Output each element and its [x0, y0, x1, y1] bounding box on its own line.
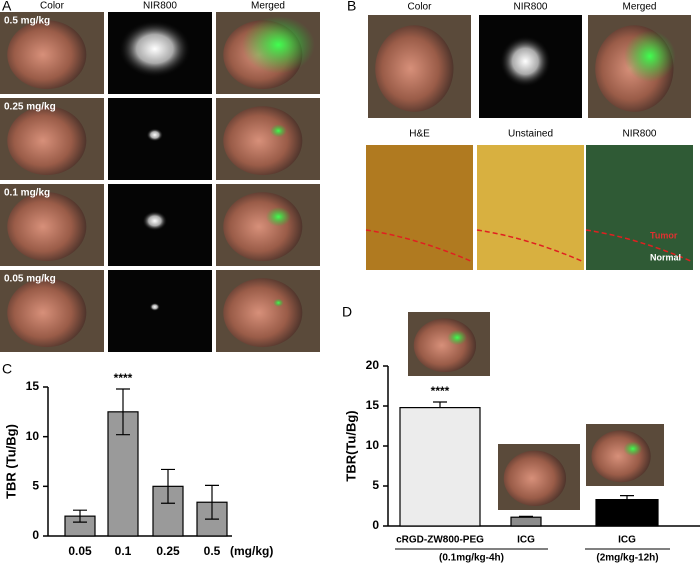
signal [146, 128, 164, 142]
signal [447, 329, 468, 346]
y-tick-label: 0 [32, 528, 39, 542]
tissue [7, 278, 87, 348]
error-bar [205, 484, 219, 520]
y-tick-label: 20 [366, 358, 380, 372]
tumor-border [365, 229, 474, 263]
bar [399, 407, 481, 527]
group-label: (0.1mg/kg-4h) [439, 553, 504, 564]
column-header: NIR800 [143, 1, 177, 12]
tissue [223, 278, 303, 348]
photo [477, 145, 584, 270]
annotation: Tumor [650, 230, 678, 240]
photo [366, 145, 473, 270]
tissue [223, 192, 303, 262]
tissue [375, 25, 454, 112]
panel-label: B [347, 0, 356, 14]
x-tick-label: ICG [618, 535, 636, 546]
column-header: NIR800 [514, 2, 548, 13]
signal [499, 35, 552, 88]
y-axis-label: TBR (Tu/Bg) [3, 424, 18, 499]
panel-label: A [2, 0, 12, 14]
tissue [503, 450, 567, 507]
signal [270, 124, 287, 138]
x-tick-label: 0.25 [156, 544, 180, 558]
y-tick-label: 5 [32, 479, 39, 493]
column-header: H&E [409, 129, 430, 140]
x-unit: (mg/kg) [230, 544, 273, 558]
x-tick-label: 0.5 [204, 544, 221, 558]
x-tick-label: 0.05 [68, 544, 92, 558]
signal [242, 16, 315, 74]
column-header: Merged [623, 2, 657, 13]
y-tick-label: 0 [372, 518, 379, 532]
bar [595, 499, 659, 527]
column-header: Color [408, 2, 433, 13]
significance: **** [431, 384, 450, 398]
panel-label: D [342, 304, 352, 320]
signal [142, 211, 168, 231]
error-bar [73, 509, 87, 523]
row-label: 0.25 mg/kg [4, 102, 56, 113]
x-tick-label: cRGD-ZW800-PEG [396, 535, 484, 546]
row-label: 0.05 mg/kg [4, 274, 56, 285]
column-header: Merged [251, 1, 285, 12]
tumor-border [585, 229, 694, 263]
signal [118, 20, 192, 78]
row-label: 0.1 mg/kg [4, 188, 50, 199]
y-tick-label: 15 [366, 398, 380, 412]
column-header: Unstained [508, 129, 553, 140]
error-bar [620, 495, 634, 500]
signal [265, 206, 291, 227]
signal [624, 30, 676, 82]
bar [510, 516, 542, 527]
column-header: NIR800 [623, 129, 657, 140]
y-tick-label: 10 [366, 438, 380, 452]
significance: **** [114, 371, 133, 385]
photo [586, 145, 693, 270]
tissue [223, 106, 303, 176]
signal [273, 298, 284, 307]
y-axis-label: TBR(Tu/Bg) [343, 410, 358, 481]
y-tick-label: 15 [26, 379, 40, 393]
annotation: Normal [650, 252, 681, 262]
photo [108, 270, 212, 352]
tissue [591, 430, 651, 483]
error-bar [433, 401, 447, 408]
tumor-border [476, 229, 585, 263]
error-bar [161, 468, 175, 504]
tissue [7, 106, 87, 176]
tissue [7, 192, 87, 262]
column-header: Color [40, 1, 65, 12]
signal [623, 441, 643, 457]
error-bar [519, 515, 533, 518]
panel-label: C [2, 361, 12, 377]
y-tick-label: 10 [26, 429, 40, 443]
x-tick-label: ICG [517, 535, 535, 546]
row-label: 0.5 mg/kg [4, 16, 50, 27]
error-bar [116, 388, 130, 436]
x-tick-label: 0.1 [115, 544, 132, 558]
group-label: (2mg/kg-12h) [596, 553, 658, 564]
signal [149, 302, 160, 311]
tissue [7, 20, 87, 90]
tissue [413, 318, 477, 373]
y-tick-label: 5 [372, 478, 379, 492]
